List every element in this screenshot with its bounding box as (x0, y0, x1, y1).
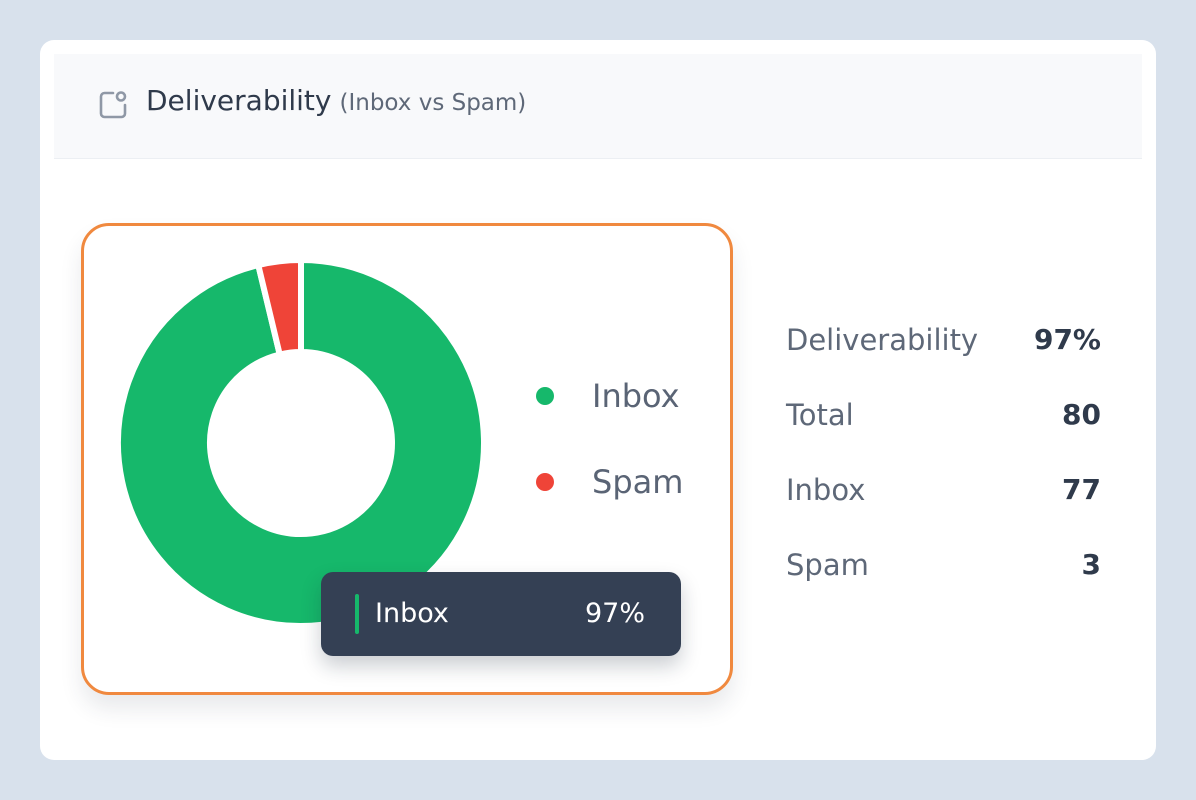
stat-label-spam: Spam (786, 548, 869, 582)
card-title: Deliverability (Inbox vs Spam) (146, 84, 526, 120)
tooltip-label: Inbox (375, 598, 449, 629)
stat-label-inbox: Inbox (786, 473, 866, 507)
chart-tooltip: Inbox 97% (321, 572, 681, 656)
stat-row-deliverability: Deliverability 97% (786, 320, 1101, 395)
chart-panel: Inbox Spam Inbox 97% (81, 223, 733, 695)
stat-value-spam: 3 (1081, 548, 1101, 581)
card-subtitle: (Inbox vs Spam) (339, 90, 527, 116)
tooltip-value: 97% (584, 598, 645, 629)
stat-value-inbox: 77 (1062, 473, 1101, 506)
legend-dot-inbox (536, 387, 554, 405)
card-title-text: Deliverability (146, 84, 332, 117)
legend-label-inbox: Inbox (592, 377, 680, 415)
chart-legend: Inbox Spam (536, 376, 683, 548)
stat-row-total: Total 80 (786, 395, 1101, 470)
deliverability-card: Deliverability (Inbox vs Spam) Inbox Spam… (40, 40, 1156, 760)
stat-row-inbox: Inbox 77 (786, 470, 1101, 545)
legend-item-spam[interactable]: Spam (536, 462, 683, 502)
donut-slice-inbox[interactable] (116, 258, 486, 628)
donut-slice-spam[interactable] (255, 258, 304, 358)
stat-value-deliverability: 97% (1033, 323, 1101, 356)
card-header: Deliverability (Inbox vs Spam) (54, 54, 1142, 159)
tooltip-color-bar (355, 594, 359, 634)
stat-label-total: Total (786, 398, 854, 432)
stats-list: Deliverability 97% Total 80 Inbox 77 Spa… (786, 320, 1101, 620)
stat-value-total: 80 (1062, 398, 1101, 431)
stat-label-deliverability: Deliverability (786, 323, 979, 357)
widget-icon (99, 91, 127, 119)
legend-label-spam: Spam (592, 463, 684, 501)
legend-dot-spam (536, 473, 554, 491)
stat-row-spam: Spam 3 (786, 545, 1101, 620)
donut-chart (116, 258, 486, 628)
legend-item-inbox[interactable]: Inbox (536, 376, 683, 416)
